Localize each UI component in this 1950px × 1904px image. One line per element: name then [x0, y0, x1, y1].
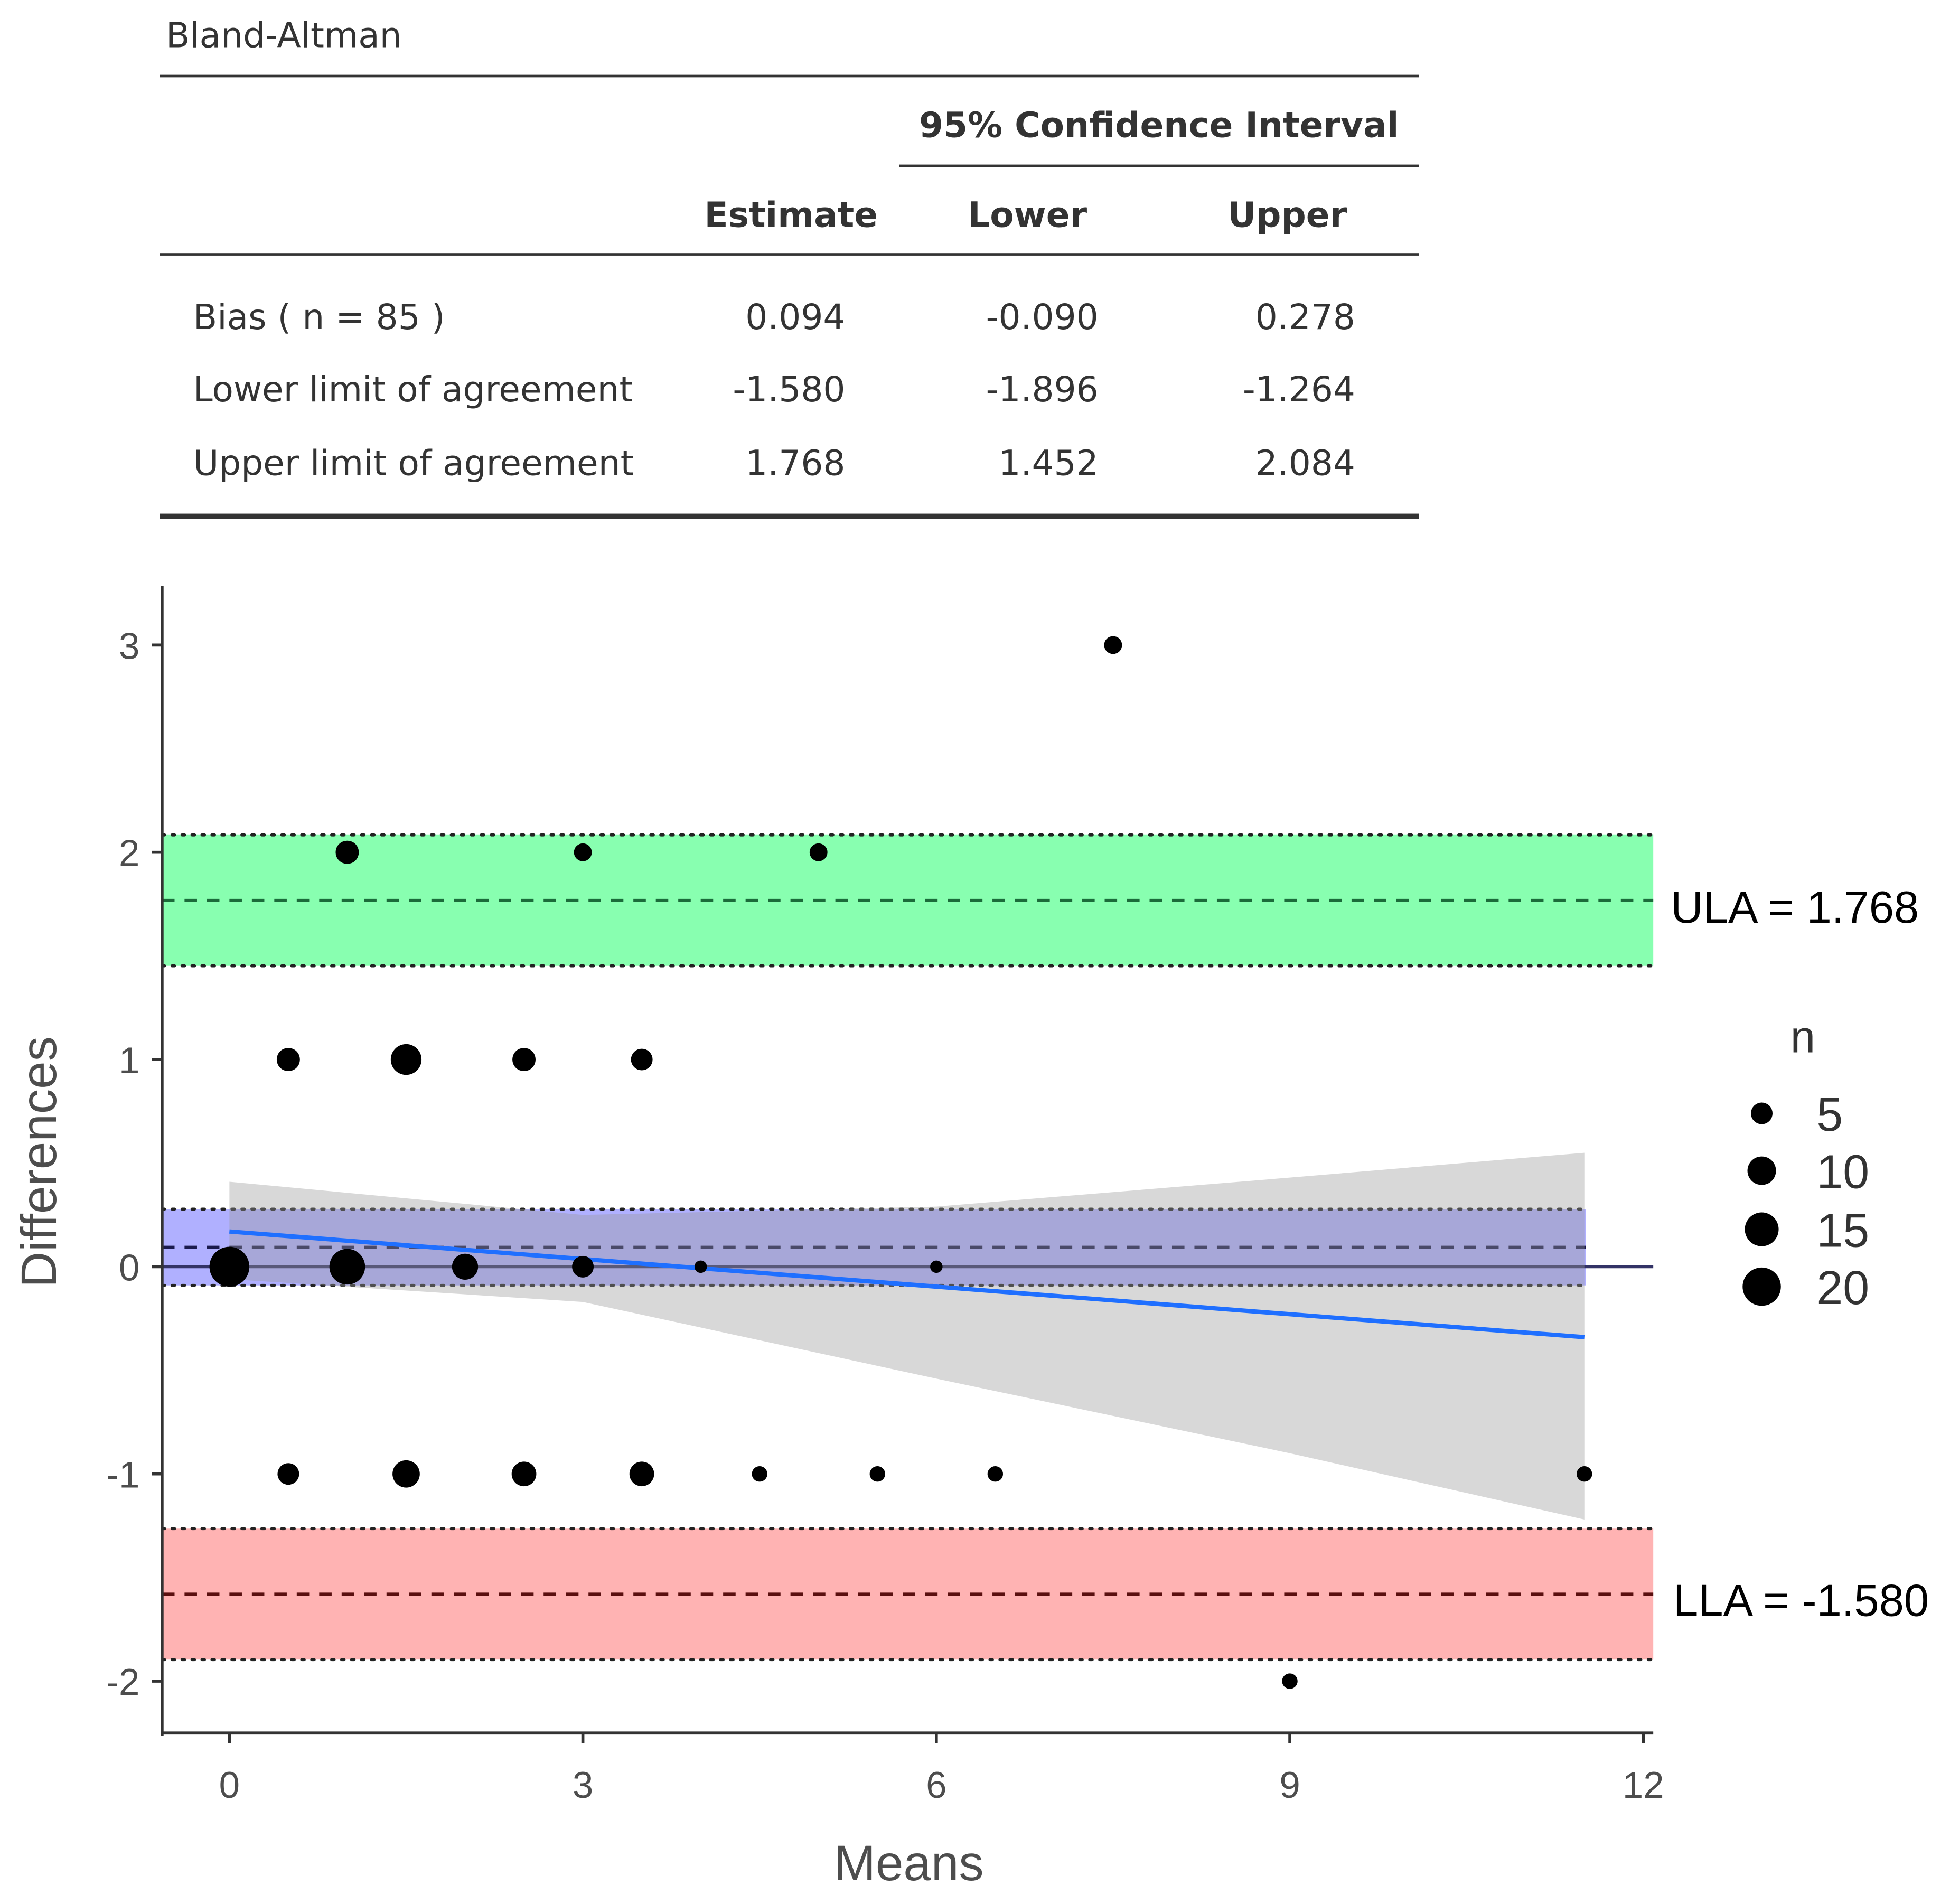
x-tick-label: 3	[573, 1765, 593, 1806]
regression-line	[229, 1229, 1585, 1339]
x-tick-label: 9	[1279, 1765, 1300, 1806]
lla-upper: -1.264	[1242, 369, 1355, 410]
data-point	[629, 1461, 654, 1487]
legend-size-label: 20	[1816, 1262, 1869, 1315]
col-upper: Upper	[1227, 194, 1347, 236]
data-point	[809, 843, 828, 861]
row-label-bias: Bias ( n = 85 )	[193, 296, 445, 338]
legend-size-key	[1751, 1102, 1773, 1124]
table-bottom-rule	[160, 513, 1419, 519]
data-point	[209, 1246, 250, 1287]
y-tick-label: 1	[119, 1040, 139, 1082]
y-tick-label: 3	[119, 625, 139, 667]
data-point	[329, 1249, 365, 1285]
data-point	[572, 1255, 594, 1278]
legend-size-key	[1745, 1212, 1779, 1246]
bias-lower: -0.090	[986, 296, 1099, 338]
table-header-rule	[160, 253, 1419, 256]
data-point	[1104, 636, 1122, 654]
ula-estimate: 1.768	[745, 443, 846, 484]
y-tick-label: -2	[106, 1662, 139, 1703]
y-tick-label: 0	[119, 1247, 139, 1289]
regression-layer	[229, 1152, 1585, 1520]
y-tick-label: 2	[119, 833, 139, 875]
row-label-lla: Lower limit of agreement	[193, 369, 633, 410]
ci-header-rule	[898, 164, 1419, 167]
data-point	[276, 1048, 300, 1072]
data-point	[390, 1044, 422, 1075]
data-point	[452, 1253, 479, 1280]
regression-ci-band	[229, 1152, 1585, 1520]
data-point	[1577, 1466, 1592, 1482]
data-points	[209, 636, 1592, 1689]
lla-label: LLA = -1.580	[1673, 1575, 1929, 1626]
data-point	[277, 1463, 299, 1485]
legend-size-label: 15	[1816, 1205, 1869, 1258]
bias-estimate: 0.094	[745, 296, 846, 338]
data-point	[335, 840, 359, 864]
legend-size-key	[1742, 1267, 1781, 1306]
lla-estimate: -1.580	[733, 369, 846, 410]
data-point	[511, 1461, 537, 1487]
ci-header: 95% Confidence Interval	[918, 105, 1399, 146]
bias-upper: 0.278	[1255, 296, 1355, 338]
data-point	[631, 1048, 653, 1071]
bias-ci-band	[162, 1209, 1586, 1286]
data-point	[512, 1048, 536, 1072]
legend-size-label: 10	[1816, 1146, 1869, 1199]
data-point	[1282, 1673, 1298, 1689]
limit-bands	[161, 833, 1655, 1662]
data-point	[574, 843, 592, 861]
data-point	[392, 1460, 420, 1488]
data-point	[987, 1466, 1004, 1482]
ula-lower: 1.452	[998, 443, 1099, 484]
y-axis-title: Differences	[12, 1036, 67, 1288]
col-lower: Lower	[968, 194, 1088, 236]
bland-altman-table: 95% Confidence Interval Estimate Lower U…	[160, 74, 1419, 519]
x-tick-label: 12	[1623, 1765, 1664, 1806]
x-axis-title: Means	[834, 1836, 983, 1891]
table-top-rule	[160, 74, 1419, 78]
lla-lower: -1.896	[986, 369, 1099, 410]
data-point	[869, 1466, 885, 1482]
x-tick-label: 0	[219, 1765, 240, 1806]
ula-label: ULA = 1.768	[1671, 883, 1919, 933]
ula-upper: 2.084	[1255, 443, 1355, 484]
data-point	[930, 1260, 943, 1273]
data-point	[694, 1260, 707, 1273]
data-point	[752, 1466, 767, 1482]
x-tick-label: 6	[926, 1765, 946, 1806]
table-title: Bland-Altman	[165, 15, 402, 57]
row-label-ula: Upper limit of agreement	[193, 443, 634, 484]
legend-size-label: 5	[1816, 1089, 1843, 1141]
legend-size-key	[1747, 1156, 1776, 1185]
y-tick-label: -1	[106, 1455, 139, 1496]
legend-title: n	[1790, 1012, 1815, 1062]
col-estimate: Estimate	[704, 194, 878, 236]
